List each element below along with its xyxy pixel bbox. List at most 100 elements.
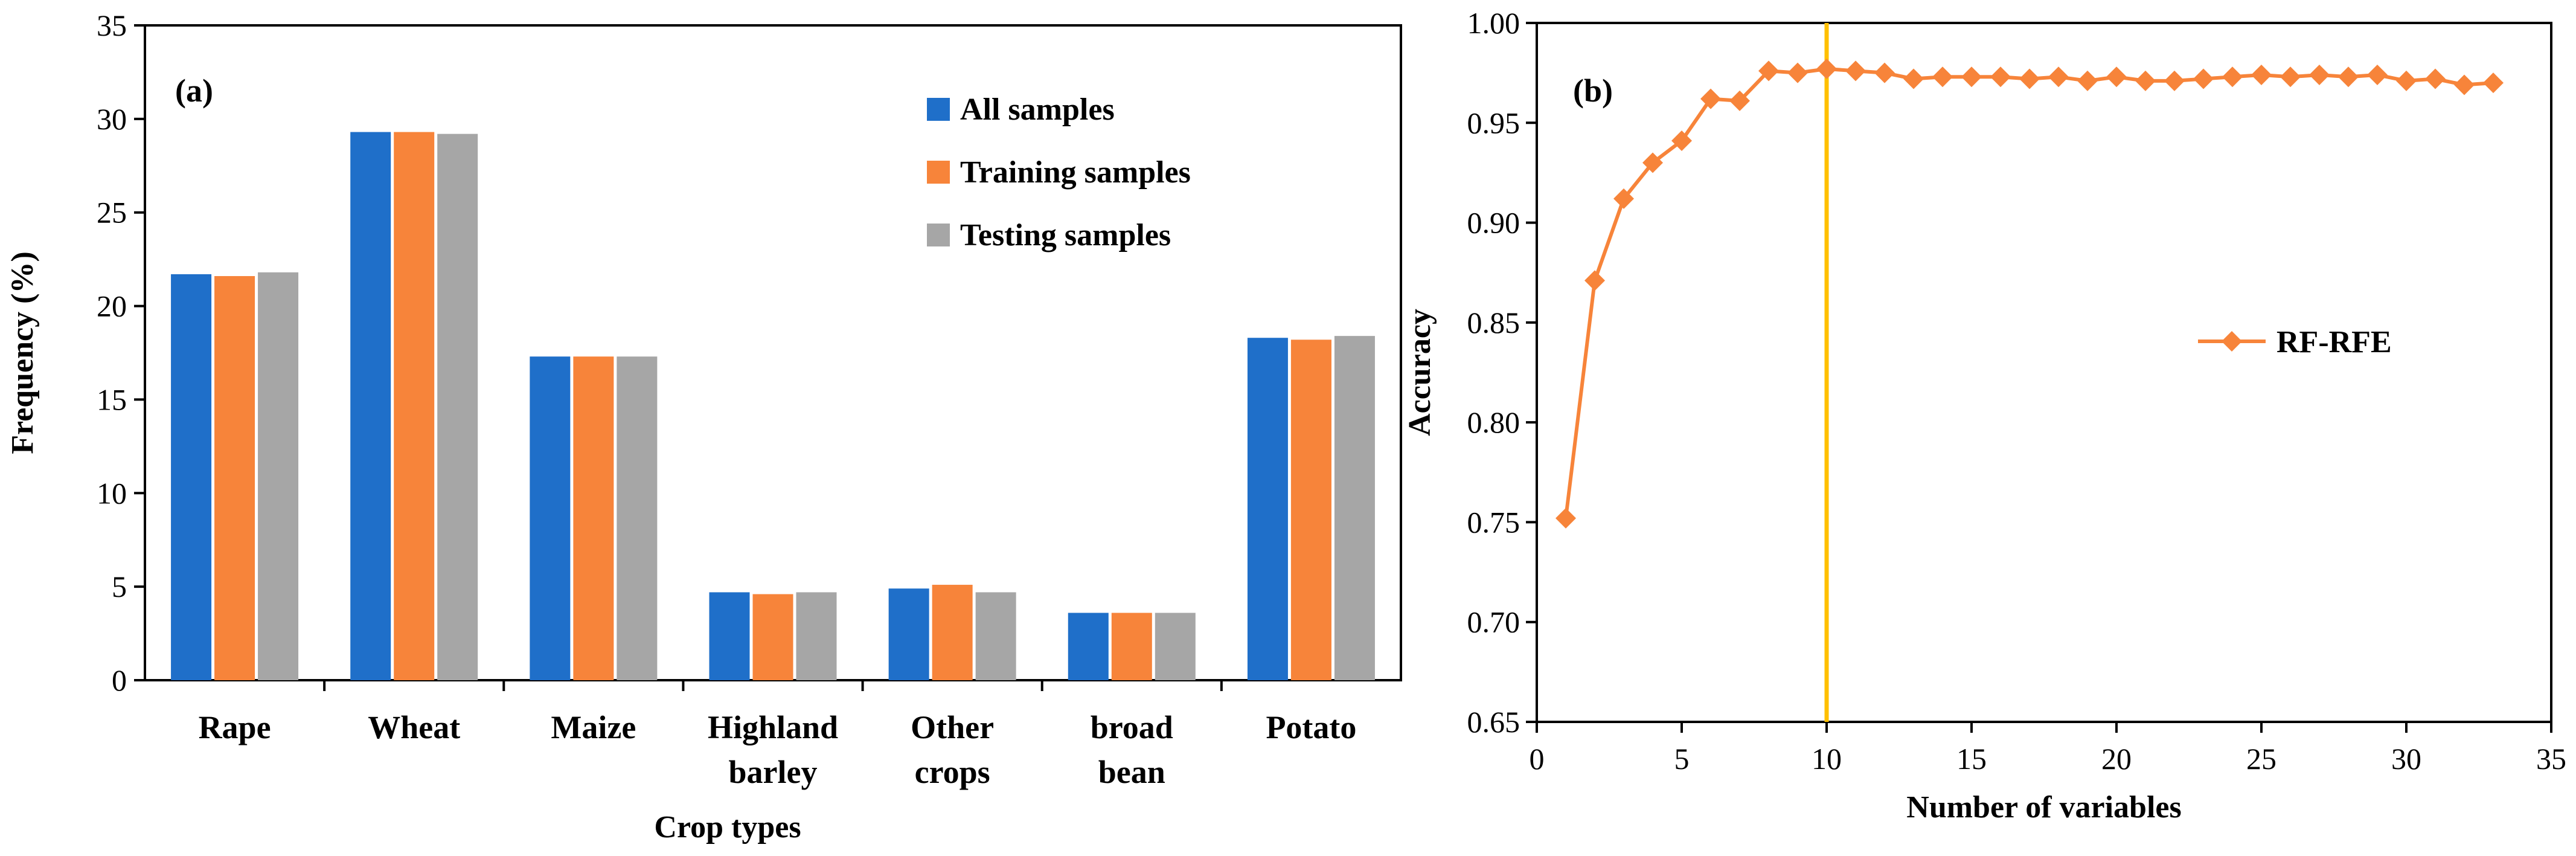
x-tick-label-b: 35 — [2536, 742, 2566, 776]
bar-testing-samples — [1334, 336, 1375, 680]
y-axis-title-b: Accuracy — [1403, 309, 1437, 436]
data-point-rf-rfe — [2425, 68, 2446, 89]
data-point-rf-rfe — [1729, 90, 1750, 111]
y-tick-label-a: 30 — [97, 102, 127, 136]
data-point-rf-rfe — [2077, 70, 2098, 91]
data-point-rf-rfe — [2483, 72, 2504, 94]
x-axis-title-b: Number of variables — [1906, 790, 2181, 825]
bar-training-samples — [1290, 340, 1331, 680]
plot-frame-a — [144, 24, 1402, 681]
data-point-rf-rfe — [2309, 64, 2330, 85]
category-label: broad bean — [1091, 709, 1173, 790]
data-point-rf-rfe — [1671, 130, 1692, 152]
bar-training-samples — [1111, 613, 1152, 680]
y-axis-title-a: Frequency (%) — [5, 251, 40, 454]
data-point-rf-rfe — [1556, 507, 1576, 529]
bar-all-samples — [1247, 338, 1288, 680]
legend-label-a: Training samples — [960, 155, 1191, 190]
data-point-rf-rfe — [2135, 70, 2156, 91]
category-label-line: Potato — [1266, 709, 1356, 745]
x-tick-label-b: 15 — [1956, 742, 1987, 776]
category-label: Maize — [551, 709, 636, 745]
y-tick-label-b: 0.80 — [1467, 405, 1520, 439]
category-label: Wheat — [368, 709, 460, 745]
bar-training-samples — [752, 594, 793, 680]
data-point-rf-rfe — [2338, 66, 2359, 88]
data-point-rf-rfe — [1787, 62, 1808, 83]
category-label-line: broad — [1091, 709, 1173, 745]
category-label: Rape — [199, 709, 271, 745]
panel-label-a: (a) — [175, 72, 213, 109]
data-point-rf-rfe — [2164, 70, 2185, 91]
y-tick-label-a: 0 — [112, 663, 127, 697]
data-point-rf-rfe — [1932, 66, 1953, 88]
y-tick-label-b: 0.75 — [1467, 505, 1520, 539]
data-point-rf-rfe — [2367, 64, 2388, 85]
bar-training-samples — [394, 132, 435, 681]
bar-all-samples — [709, 592, 750, 680]
bar-testing-samples — [796, 592, 837, 680]
data-point-rf-rfe — [2019, 68, 2040, 89]
y-tick-label-a: 15 — [97, 382, 127, 416]
bar-testing-samples — [258, 272, 299, 680]
bar-all-samples — [350, 132, 391, 681]
data-point-rf-rfe — [1642, 152, 1663, 173]
bar-training-samples — [214, 276, 255, 680]
bar-testing-samples — [975, 592, 1016, 680]
data-point-rf-rfe — [2222, 66, 2243, 88]
y-tick-label-b: 0.85 — [1467, 306, 1520, 340]
data-point-rf-rfe — [1874, 62, 1895, 83]
panel-b-line-chart: 0.65 0.70 0.75 0.80 0.85 0.90 0.95 1.00 0 5 10 15 20… — [1403, 6, 2566, 825]
data-point-rf-rfe — [1816, 59, 1837, 80]
series-line-rf-rfe — [1564, 67, 2494, 519]
category-label-line: barley — [729, 754, 818, 790]
data-point-rf-rfe — [2048, 66, 2069, 88]
data-point-rf-rfe — [1903, 68, 1924, 89]
x-tick-label-b: 5 — [1674, 742, 1690, 776]
bar-all-samples — [171, 274, 212, 680]
bar-all-samples — [530, 356, 571, 680]
bar-all-samples — [888, 588, 929, 680]
x-axis-title-a: Crop types — [654, 810, 801, 845]
data-point-rf-rfe — [2280, 66, 2301, 88]
legend-label-b: RF-RFE — [2276, 325, 2392, 359]
x-tick-label-b: 30 — [2391, 742, 2421, 776]
bar-testing-samples — [617, 356, 658, 680]
legend-swatch-a — [927, 98, 950, 121]
bar-all-samples — [1068, 613, 1109, 680]
data-point-rf-rfe — [1584, 270, 1605, 291]
y-tick-label-b: 0.70 — [1467, 605, 1520, 639]
data-point-rf-rfe — [1758, 60, 1779, 82]
legend-swatch-a — [927, 224, 950, 246]
x-tick-label-b: 0 — [1530, 742, 1545, 776]
bar-training-samples — [932, 585, 973, 680]
data-point-rf-rfe — [2396, 70, 2417, 91]
data-point-rf-rfe — [1990, 66, 2011, 88]
y-tick-label-a: 20 — [97, 289, 127, 323]
data-point-rf-rfe — [2193, 68, 2214, 89]
category-label-line: Wheat — [368, 709, 460, 745]
category-label-line: Rape — [199, 709, 271, 745]
category-label-line: Maize — [551, 709, 636, 745]
category-label: Potato — [1266, 709, 1356, 745]
bar-training-samples — [573, 356, 614, 680]
y-tick-label-a: 10 — [97, 476, 127, 510]
bar-testing-samples — [437, 134, 478, 681]
data-point-rf-rfe — [1845, 60, 1866, 82]
y-tick-label-a: 25 — [97, 196, 127, 230]
data-point-rf-rfe — [2106, 66, 2127, 88]
x-tick-label-b: 20 — [2101, 742, 2132, 776]
legend-marker-b — [2222, 331, 2242, 352]
data-point-rf-rfe — [1613, 188, 1634, 209]
panel-label-b: (b) — [1573, 72, 1613, 109]
legend-swatch-a — [927, 161, 950, 184]
data-point-rf-rfe — [1700, 88, 1721, 109]
legend-label-a: Testing samples — [960, 218, 1171, 253]
category-label-line: Highland — [708, 709, 838, 745]
legend-label-a: All samples — [960, 92, 1115, 127]
plot-frame-b — [1536, 22, 2552, 723]
category-label: Highland barley — [708, 709, 838, 790]
panel-a-bar-chart: 0 5 10 15 20 25 30 35 Rape Wheat Maize Highland barl… — [5, 8, 1402, 845]
y-tick-label-b: 1.00 — [1467, 6, 1520, 40]
